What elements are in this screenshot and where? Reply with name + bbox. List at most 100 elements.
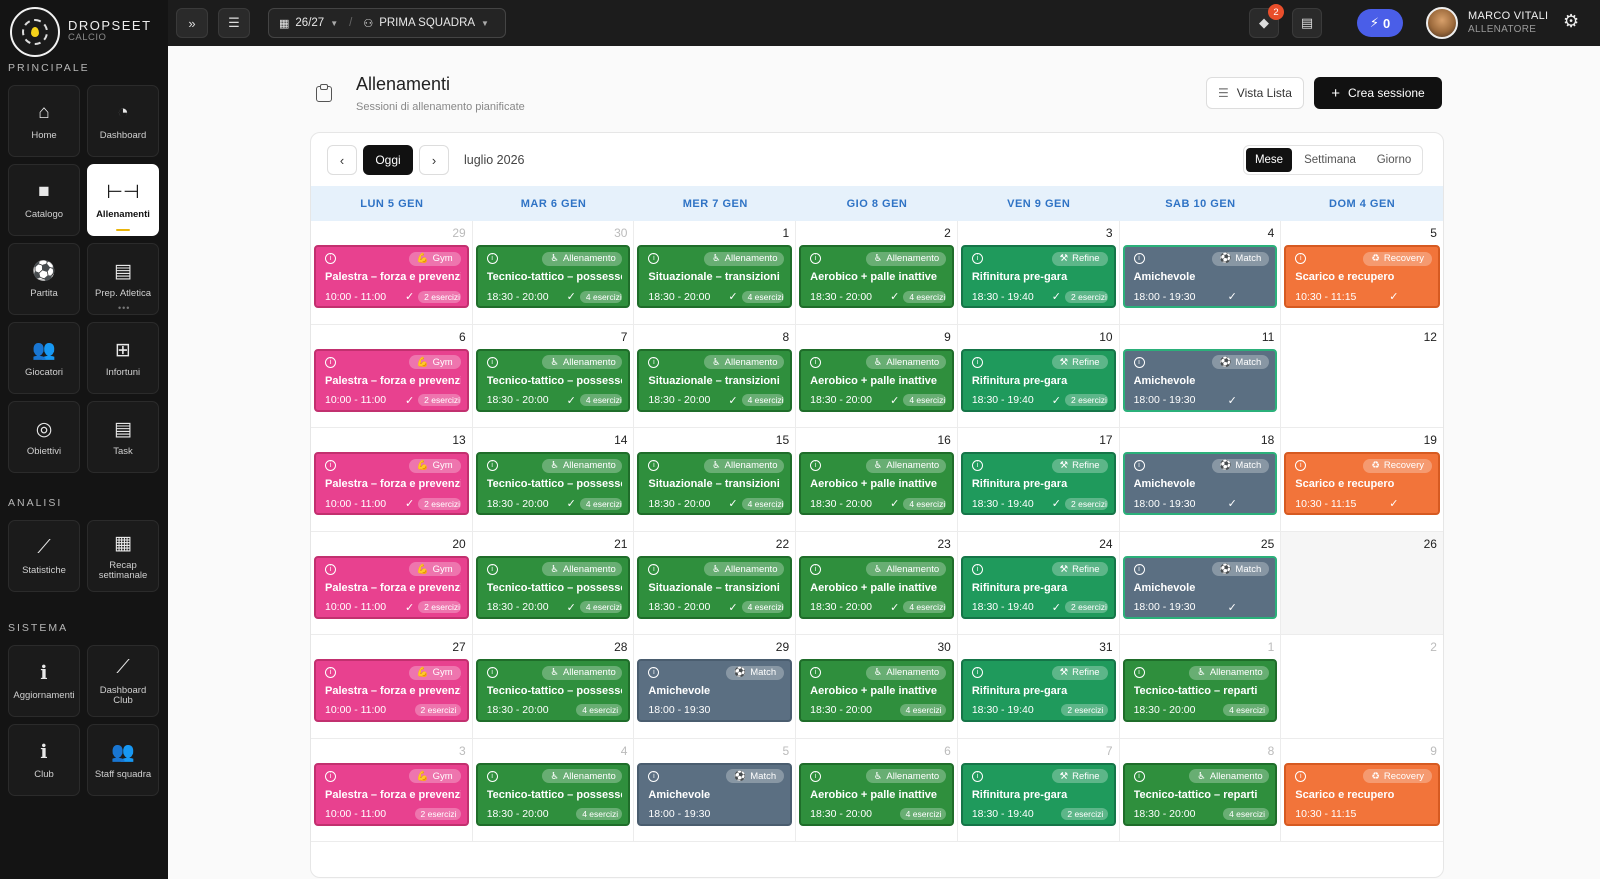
day-cell[interactable]: 30 i ♿ Allenamento Tecnico-tattico – possess… — [472, 221, 635, 325]
day-cell[interactable]: 12 — [1281, 324, 1443, 428]
info-icon[interactable]: i — [648, 563, 660, 575]
session-event[interactable]: i ♿ Allenamento Aerobico + palle inattive 18… — [799, 659, 954, 722]
sidebar-item-infortuni[interactable]: ⊞ Infortuni — [87, 322, 159, 394]
info-icon[interactable]: i — [1133, 563, 1145, 575]
info-icon[interactable]: i — [486, 356, 498, 368]
sidebar-item-dashboard[interactable]: ◔ Dashboard — [87, 85, 159, 157]
session-event[interactable]: i ⚽ Match Amichevole 18:00 - 19:30 ✓ — [1122, 555, 1278, 619]
info-icon[interactable]: i — [648, 356, 660, 368]
session-event[interactable]: i ♿ Allenamento Aerobico + palle inattive 18… — [799, 762, 954, 826]
info-icon[interactable]: i — [1295, 770, 1307, 782]
info-icon[interactable]: i — [325, 563, 336, 575]
session-event[interactable]: i ⚒ Refine Rifinitura pre-gara 18:30 - 19:40… — [960, 555, 1116, 619]
session-event[interactable]: i ♿ Allenamento Tecnico-tattico – reparti 18… — [1122, 762, 1278, 826]
info-icon[interactable]: i — [971, 460, 983, 471]
session-event[interactable]: i ♿ Allenamento Tecnico-tattico – possesso 1… — [475, 762, 631, 826]
day-cell[interactable]: 10 i ⚒ Refine Rifinitura pre-gara 18:30 - 19:… — [957, 324, 1120, 428]
day-cell[interactable]: 7 i ♿ Allenamento Tecnico-tattico – possesso… — [472, 324, 635, 428]
info-icon[interactable]: i — [648, 667, 660, 678]
session-event[interactable]: i ♿ Allenamento Situazionale – transizioni 1… — [637, 555, 793, 619]
create-session-button[interactable]: + Crea sessione — [1314, 77, 1442, 109]
day-cell[interactable]: 9 i ♿ Allenamento Aerobico + palle inattive 1… — [796, 324, 958, 428]
day-cell[interactable]: 4 i ⚽ Match Amichevole 18:00 - 19:30 ✓ — [1119, 221, 1282, 325]
session-event[interactable]: i ⚒ Refine Rifinitura pre-gara 18:30 - 19:40… — [960, 348, 1116, 412]
info-icon[interactable]: i — [486, 563, 498, 575]
day-cell[interactable]: 5 i ⚽ Match Amichevole 18:00 - 19:30 — [634, 738, 797, 842]
session-event[interactable]: i ♿ Allenamento Tecnico-tattico – possesso 1… — [475, 245, 631, 308]
team-selector[interactable]: PRIMA SQUADRA — [379, 17, 476, 29]
day-cell[interactable]: 1 i ♿ Allenamento Situazionale – transizioni… — [634, 221, 797, 325]
session-event[interactable]: i 💪Gym Palestra – forza e prevenzione 10:00… — [314, 659, 469, 722]
day-cell[interactable]: 3 i 💪Gym Palestra – forza e prevenzione 10:0… — [311, 738, 473, 842]
next-month-button[interactable]: › — [419, 145, 449, 175]
session-event[interactable]: i ⚒ Refine Rifinitura pre-gara 18:30 - 19:40… — [960, 762, 1116, 826]
session-event[interactable]: i ♿ Allenamento Tecnico-tattico – possesso 1… — [475, 348, 631, 412]
sidebar-item-aggiornamenti[interactable]: ℹ Aggiornamenti — [8, 645, 80, 717]
info-icon[interactable]: i — [648, 253, 660, 264]
day-cell[interactable]: 29 i ⚽ Match Amichevole 18:00 - 19:30 — [634, 635, 797, 739]
expand-sidebar-button[interactable]: » — [176, 8, 208, 38]
day-cell[interactable]: 24 i ⚒ Refine Rifinitura pre-gara 18:30 - 19:… — [957, 531, 1120, 635]
info-icon[interactable]: i — [810, 253, 822, 264]
gear-icon[interactable]: ⚙ — [1563, 11, 1580, 31]
session-event[interactable]: i 💪Gym Palestra – forza e prevenzione 10:00… — [314, 452, 469, 515]
sidebar-item-allenamenti[interactable]: ⊢⊣ Allenamenti — [87, 164, 159, 236]
view-month-tab[interactable]: Mese — [1246, 148, 1292, 172]
info-icon[interactable]: i — [486, 460, 498, 471]
menu-button[interactable]: ☰ — [218, 8, 250, 38]
day-cell[interactable]: 14 i ♿ Allenamento Tecnico-tattico – possess… — [472, 428, 635, 532]
day-cell[interactable]: 15 i ♿ Allenamento Situazionale – transizion… — [634, 428, 797, 532]
info-icon[interactable]: i — [1133, 770, 1145, 782]
day-cell[interactable]: 21 i ♿ Allenamento Tecnico-tattico – possess… — [472, 531, 635, 635]
brand-logo[interactable]: DROPSEET CALCIO — [10, 7, 152, 57]
day-cell[interactable]: 2 — [1281, 635, 1443, 739]
info-icon[interactable]: i — [810, 356, 822, 368]
day-cell[interactable]: 16 i ♿ Allenamento Aerobico + palle inattive… — [796, 428, 958, 532]
session-event[interactable]: i ♿ Allenamento Situazionale – transizioni 1… — [637, 245, 793, 308]
session-event[interactable]: i ♿ Allenamento Situazionale – transizioni 1… — [637, 348, 793, 412]
view-day-tab[interactable]: Giorno — [1376, 154, 1412, 166]
info-icon[interactable]: i — [325, 460, 336, 471]
info-icon[interactable]: i — [971, 667, 983, 678]
session-event[interactable]: i ⚽ Match Amichevole 18:00 - 19:30 ✓ — [1122, 245, 1278, 308]
day-cell[interactable]: 28 i ♿ Allenamento Tecnico-tattico – possess… — [472, 635, 635, 739]
season-selector[interactable]: 26/27 — [295, 17, 325, 29]
info-icon[interactable]: i — [486, 253, 498, 264]
info-icon[interactable]: i — [971, 253, 983, 264]
session-event[interactable]: i ⚒ Refine Rifinitura pre-gara 18:30 - 19:40… — [960, 659, 1116, 722]
day-cell[interactable]: 8 i ♿ Allenamento Tecnico-tattico – reparti 1… — [1119, 738, 1282, 842]
info-icon[interactable]: i — [1133, 253, 1145, 264]
day-cell[interactable]: 23 i ♿ Allenamento Aerobico + palle inattive… — [796, 531, 958, 635]
user-menu[interactable]: MARCO VITALI ALLENATORE — [1468, 10, 1548, 36]
sidebar-item-obiettivi[interactable]: ◎ Obiettivi — [8, 401, 80, 473]
info-icon[interactable]: i — [810, 563, 822, 575]
session-event[interactable]: i ♿ Allenamento Tecnico-tattico – possesso 1… — [475, 659, 631, 722]
sidebar-item-club[interactable]: ℹ Club — [8, 724, 80, 796]
info-icon[interactable]: i — [810, 460, 822, 471]
session-event[interactable]: i ⚽ Match Amichevole 18:00 - 19:30 ✓ — [1122, 452, 1278, 515]
sidebar-item-recap-settimanale[interactable]: ▦ Recap settimanale — [87, 520, 159, 592]
day-cell[interactable]: 31 i ⚒ Refine Rifinitura pre-gara 18:30 - 19:… — [957, 635, 1120, 739]
info-icon[interactable]: i — [648, 770, 660, 782]
day-cell[interactable]: 19 i ♻ Recovery Scarico e recupero 10:30 - 11… — [1281, 428, 1443, 532]
info-icon[interactable]: i — [810, 770, 822, 782]
info-icon[interactable]: i — [325, 356, 336, 368]
info-icon[interactable]: i — [325, 667, 336, 678]
session-event[interactable]: i ⚽ Match Amichevole 18:00 - 19:30 — [637, 762, 793, 826]
sidebar-item-partita[interactable]: ⚽ Partita — [8, 243, 80, 315]
sidebar-item-task[interactable]: ▤ Task — [87, 401, 159, 473]
info-icon[interactable]: i — [325, 253, 336, 264]
day-cell[interactable]: 7 i ⚒ Refine Rifinitura pre-gara 18:30 - 19:4… — [957, 738, 1120, 842]
day-cell[interactable]: 25 i ⚽ Match Amichevole 18:00 - 19:30 ✓ — [1119, 531, 1282, 635]
view-week-tab[interactable]: Settimana — [1304, 154, 1356, 166]
day-cell[interactable]: 9 i ♻ Recovery Scarico e recupero 10:30 - 11:… — [1281, 738, 1443, 842]
info-icon[interactable]: i — [810, 667, 822, 678]
sidebar-item-prep-atletica[interactable]: ▤ Prep. Atletica ••• — [87, 243, 159, 315]
info-icon[interactable]: i — [486, 770, 498, 782]
prev-month-button[interactable]: ‹ — [327, 145, 357, 175]
day-cell[interactable]: 22 i ♿ Allenamento Situazionale – transizion… — [634, 531, 797, 635]
avatar[interactable] — [1426, 7, 1458, 39]
info-icon[interactable]: i — [486, 667, 498, 678]
session-event[interactable]: i 💪Gym Palestra – forza e prevenzione 10:00… — [314, 245, 469, 308]
credits-button[interactable]: ⚡ 0 — [1357, 9, 1403, 37]
